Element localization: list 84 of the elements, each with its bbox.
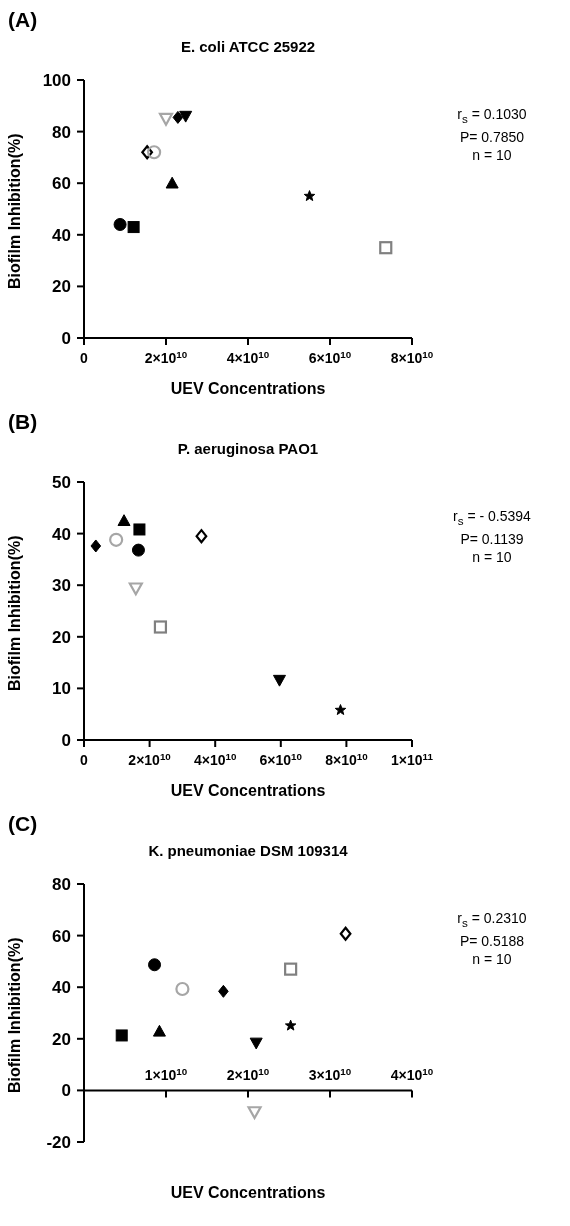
point <box>249 1037 263 1050</box>
point <box>272 674 286 687</box>
text: n = 10 <box>471 949 513 968</box>
text: (A) <box>8 8 38 32</box>
point <box>153 620 168 634</box>
point <box>158 112 174 126</box>
point <box>284 1019 297 1031</box>
text: (C) <box>8 812 38 836</box>
point <box>218 984 229 998</box>
x-axis-title: UEV Concentrations <box>170 1184 326 1201</box>
text: r$_{s}$ = - 0.5394 <box>452 507 532 529</box>
chart-title: K. pneumoniae DSM 109314 <box>147 842 349 859</box>
y-tick-label: 40 <box>52 978 71 998</box>
y-tick-label: 20 <box>52 1029 71 1049</box>
text: n = 10 <box>471 145 513 164</box>
point <box>247 1106 262 1120</box>
x-tick-label: 3×10$^{10}$ <box>308 1065 352 1084</box>
x-tick-label: 0 <box>80 752 89 768</box>
point <box>147 145 162 160</box>
x-tick-label: 1×10$^{11}$ <box>391 750 434 768</box>
x-tick-label: 2×10$^{10}$ <box>128 750 172 768</box>
text: P= 0.7850 <box>458 127 526 146</box>
point <box>334 704 347 716</box>
chart-title: P. aeruginosa PAO1 <box>176 440 320 457</box>
x-tick-label: 4×10$^{10}$ <box>226 348 270 366</box>
text: (B) <box>8 410 38 434</box>
y-tick-label: 0 <box>61 329 71 348</box>
x-axis-title: UEV Concentrations <box>170 380 326 397</box>
point <box>179 110 193 123</box>
text: n = 10 <box>471 547 513 566</box>
y-tick-label: 30 <box>52 576 71 596</box>
y-tick-label: 100 <box>42 71 71 90</box>
y-tick-label: 20 <box>52 627 71 647</box>
x-tick-label: 8×10$^{10}$ <box>325 750 369 768</box>
text: P= 0.5188 <box>458 931 526 950</box>
x-axis-title: UEV Concentrations <box>170 782 326 799</box>
y-tick-label: 60 <box>52 926 71 946</box>
point <box>165 176 179 189</box>
point <box>109 532 124 547</box>
x-tick-label: 4×10$^{10}$ <box>193 750 237 768</box>
x-tick-label: 0 <box>80 350 89 366</box>
y-tick-label: 80 <box>52 875 71 894</box>
y-tick-label: 60 <box>52 174 71 194</box>
y-tick-label: 20 <box>52 277 71 297</box>
y-tick-label: 40 <box>52 524 71 544</box>
x-tick-label: 4×10$^{10}$ <box>390 1065 434 1084</box>
y-tick-label: 50 <box>52 473 71 492</box>
y-tick-label: 10 <box>52 679 71 699</box>
point <box>128 582 143 596</box>
y-tick-label: 0 <box>61 1081 71 1101</box>
point <box>113 217 127 231</box>
point <box>117 514 131 526</box>
point <box>115 1029 128 1042</box>
x-tick-label: 6×10$^{10}$ <box>308 348 352 366</box>
point <box>339 926 352 941</box>
y-tick-label: 0 <box>61 731 71 750</box>
point <box>148 958 162 972</box>
y-tick-label: 80 <box>52 122 71 142</box>
y-axis-title: Biofilm Inhibition(%) <box>5 535 23 691</box>
point <box>303 190 316 202</box>
point <box>195 529 208 544</box>
x-tick-label: 2×10$^{10}$ <box>226 1065 270 1084</box>
point <box>172 110 184 124</box>
y-tick-label: -20 <box>46 1133 71 1152</box>
y-axis-title: Biofilm Inhibition(%) <box>5 133 23 289</box>
point <box>175 981 190 997</box>
y-axis-title: Biofilm Inhibition(%) <box>5 937 23 1093</box>
chart-title: E. coli ATCC 25922 <box>179 38 317 55</box>
x-tick-label: 2×10$^{10}$ <box>144 348 188 366</box>
text: r$_{s}$ = 0.2310 <box>456 909 528 931</box>
point <box>133 523 146 536</box>
text: r$_{s}$ = 0.1030 <box>456 105 528 127</box>
point <box>141 145 154 160</box>
text: P= 0.1139 <box>459 529 525 548</box>
point <box>90 539 102 553</box>
y-tick-label: 40 <box>52 225 71 245</box>
point <box>131 543 145 557</box>
point <box>379 241 393 255</box>
point <box>284 962 298 976</box>
x-tick-label: 8×10$^{10}$ <box>390 348 434 366</box>
point <box>127 221 140 234</box>
x-tick-label: 1×10$^{10}$ <box>144 1065 188 1084</box>
point <box>152 1024 166 1037</box>
x-tick-label: 6×10$^{10}$ <box>259 750 303 768</box>
